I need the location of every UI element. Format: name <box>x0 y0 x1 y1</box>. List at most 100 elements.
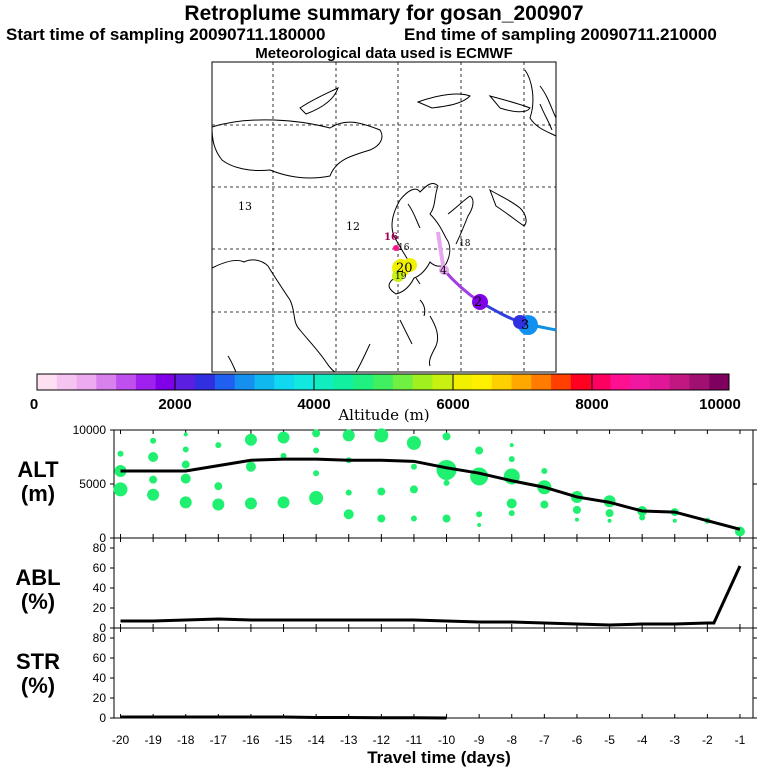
altitude-spread-dot <box>409 485 418 494</box>
cb-tick-0: 0 <box>30 396 38 413</box>
y-tick-label: 0 <box>99 621 106 635</box>
x-tick-label: -6 <box>572 733 583 747</box>
day-marker-19: 19 <box>395 272 407 282</box>
colorbar-swatch <box>37 374 58 390</box>
colorbar-swatch <box>214 374 236 390</box>
altitude-spread-dot <box>148 452 159 462</box>
y-tick-label: 0 <box>99 711 106 725</box>
altitude-spread-dot <box>406 435 421 450</box>
colorbar-swatch <box>412 374 433 390</box>
trajectory-map: 13 12 16 16 20 19 4 2 3 18 <box>211 61 557 373</box>
x-tick-label: -5 <box>604 733 615 747</box>
x-tick-label: -18 <box>177 733 195 747</box>
colorbar-swatch <box>452 374 473 390</box>
str-axis-label: STR (%) <box>8 650 68 698</box>
x-tick-label: -7 <box>539 733 550 747</box>
altitude-spread-dot <box>541 468 548 475</box>
colorbar-swatch <box>175 374 196 390</box>
colorbar-swatch <box>392 374 414 390</box>
colorbar-swatch <box>590 374 611 390</box>
colorbar-frame <box>36 373 730 391</box>
cb-tick-4000: 4000 <box>297 396 330 413</box>
colorbar-ticks: 0 2000 4000 6000 8000 10000 <box>30 396 741 413</box>
altitude-spread-dot <box>214 482 223 491</box>
altitude-spread-dot <box>244 433 257 446</box>
x-axis-label: Travel time (days) <box>0 748 768 768</box>
altitude-spread-dot <box>147 488 160 501</box>
altitude-spread-dot <box>342 429 355 442</box>
colorbar-swatch <box>254 374 275 390</box>
altitude-spread-dot <box>605 509 614 518</box>
series-line-alt <box>120 457 741 531</box>
x-axis-title: Travel time (days) <box>367 748 511 767</box>
altitude-spread-dot <box>607 518 612 523</box>
panel-abl: 80 60 40 20 0 <box>93 537 757 635</box>
altitude-spread-dot <box>475 446 484 455</box>
altitude-spread-dot <box>508 456 515 463</box>
colorbar-swatch <box>96 374 117 390</box>
altitude-spread-dot <box>506 498 517 509</box>
altitude-spread-dot <box>374 428 389 443</box>
altitude-spread-dot <box>442 432 451 441</box>
colorbar-swatch <box>313 374 335 390</box>
day-marker-20: 20 <box>396 261 413 276</box>
y-tick-label: 40 <box>93 671 107 685</box>
plume-blob-20b <box>403 258 417 272</box>
panel-frame <box>113 537 754 629</box>
chart-title: Retroplume summary for gosan_200907 <box>184 2 584 25</box>
colorbar-swatch <box>353 374 374 390</box>
colorbar-swatch <box>294 374 315 390</box>
altitude-spread-dot <box>572 505 581 514</box>
altitude-spread-dot <box>182 446 189 453</box>
altitude-spread-dot <box>149 475 158 484</box>
altitude-spread-dot <box>245 461 256 472</box>
altitude-spread-dot <box>377 487 386 496</box>
day-marker-4: 4 <box>440 264 447 277</box>
altitude-spread-dot <box>345 489 352 496</box>
colorbar-swatch <box>669 374 690 390</box>
altitude-spread-dot <box>436 459 457 480</box>
colorbar-swatch <box>709 374 730 390</box>
altitude-spread-dot <box>470 467 489 486</box>
colorbar-swatch <box>116 374 137 390</box>
colorbar-swatch <box>649 374 671 390</box>
colorbar-swatch <box>531 374 552 390</box>
plume-blob-3b <box>513 315 527 329</box>
coastlines <box>211 69 557 373</box>
plume-blob-2 <box>472 294 488 310</box>
altitude-spread-dot <box>313 470 320 477</box>
cb-tick-2000: 2000 <box>158 396 191 413</box>
cb-tick-6000: 6000 <box>436 396 469 413</box>
colorbar-swatch <box>471 374 493 390</box>
altitude-spread-dot <box>343 509 354 520</box>
altitude-spread-dot <box>179 496 192 509</box>
y-tick-label: 20 <box>93 601 107 615</box>
altitude-spread-dot <box>639 514 646 521</box>
x-tick-label: -1 <box>735 733 746 747</box>
colorbar-swatch <box>274 374 295 390</box>
altitude-spread-dot <box>410 463 417 470</box>
altitude-spread-dot <box>540 500 549 509</box>
x-tick-label: -14 <box>307 733 325 747</box>
colorbar-swatch <box>491 374 513 390</box>
plume-blob-4 <box>439 265 449 275</box>
series-line-str <box>120 715 447 720</box>
y-tick-label: 5000 <box>79 477 106 491</box>
x-tick-label: -20 <box>112 733 130 747</box>
colorbar-swatch <box>234 374 255 390</box>
colorbar-swatch <box>570 374 592 390</box>
altitude-spread-dot <box>309 491 324 506</box>
altitude-spread-dot <box>280 452 287 459</box>
str-label-text: STR (%) <box>16 649 60 698</box>
x-tick-labels: -20 -19 -18 -17 -16 -15 -14 -13 -12 -11 -10 -9 -8 -7 -… <box>112 733 746 747</box>
abl-axis-label: ABL (%) <box>8 566 68 614</box>
x-tick-label: -10 <box>438 733 456 747</box>
y-tick-label: 40 <box>93 581 107 595</box>
altitude-spread-dot <box>443 479 450 486</box>
start-time-label: Start time of sampling 20090711.180000 <box>6 25 326 44</box>
y-tick-label: 60 <box>93 651 107 665</box>
cb-tick-8000: 8000 <box>575 396 608 413</box>
x-tick-label: -16 <box>242 733 260 747</box>
x-tick-label: -19 <box>144 733 162 747</box>
